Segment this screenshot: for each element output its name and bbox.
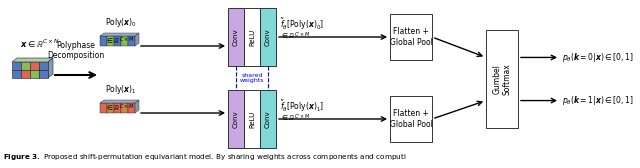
Bar <box>260 90 276 148</box>
Text: Poly$(\boldsymbol{x})_0$: Poly$(\boldsymbol{x})_0$ <box>105 16 137 29</box>
Text: Conv: Conv <box>233 28 239 46</box>
Bar <box>260 8 276 66</box>
Bar <box>30 70 38 77</box>
Bar <box>114 103 120 113</box>
Text: Conv: Conv <box>265 110 271 128</box>
Bar <box>128 36 134 46</box>
Bar <box>12 70 20 77</box>
Text: Conv: Conv <box>265 28 271 46</box>
Polygon shape <box>100 100 139 103</box>
Bar <box>39 62 47 70</box>
Bar <box>12 62 20 70</box>
Bar <box>39 70 47 77</box>
Text: $\boldsymbol{x} \in \mathbb{R}^{C \times N}$: $\boldsymbol{x} \in \mathbb{R}^{C \times… <box>20 38 60 50</box>
Bar <box>390 96 432 142</box>
Bar <box>390 14 432 60</box>
Text: ReLU: ReLU <box>249 110 255 128</box>
Bar <box>21 62 29 70</box>
Bar <box>228 8 244 66</box>
Bar <box>21 70 29 77</box>
Polygon shape <box>48 58 53 78</box>
Bar <box>486 30 518 128</box>
Bar <box>100 103 106 113</box>
Text: shared
weights: shared weights <box>240 73 264 83</box>
Bar <box>244 8 260 66</box>
Polygon shape <box>135 33 139 46</box>
Bar <box>114 36 120 46</box>
Text: $\tilde{f}_\theta[\mathrm{Poly}(\boldsymbol{x})_1]$: $\tilde{f}_\theta[\mathrm{Poly}(\boldsym… <box>280 98 324 114</box>
Bar <box>100 36 106 46</box>
Bar <box>121 103 127 113</box>
Bar <box>30 62 38 70</box>
Text: Flatten +
Global Pool: Flatten + Global Pool <box>390 27 433 47</box>
Text: $\mathbf{Figure\ 3.}$ Proposed shift-permutation equivariant model. By sharing w: $\mathbf{Figure\ 3.}$ Proposed shift-per… <box>3 152 406 162</box>
Text: Poly$(\boldsymbol{x})_1$: Poly$(\boldsymbol{x})_1$ <box>105 83 137 96</box>
Text: $\in \mathbb{R}^{C \times M}$: $\in \mathbb{R}^{C \times M}$ <box>105 103 134 114</box>
Text: $p_\theta(\boldsymbol{k}=1|\boldsymbol{x}) \in [0,1]$: $p_\theta(\boldsymbol{k}=1|\boldsymbol{x… <box>562 94 634 107</box>
Text: $p_\theta(\boldsymbol{k}=0|\boldsymbol{x}) \in [0,1]$: $p_\theta(\boldsymbol{k}=0|\boldsymbol{x… <box>562 51 634 64</box>
Text: $\in \mathbb{R}^{C' \times M}$: $\in \mathbb{R}^{C' \times M}$ <box>280 112 311 123</box>
Bar <box>121 36 127 46</box>
Text: $\tilde{f}_\theta[\mathrm{Poly}(\boldsymbol{x})_0]$: $\tilde{f}_\theta[\mathrm{Poly}(\boldsym… <box>280 16 324 32</box>
Polygon shape <box>135 100 139 113</box>
Text: Flatten +
Global Pool: Flatten + Global Pool <box>390 109 433 129</box>
Text: $\in \mathbb{R}^{C' \times M}$: $\in \mathbb{R}^{C' \times M}$ <box>280 30 311 41</box>
Text: ReLU: ReLU <box>249 28 255 46</box>
Bar <box>228 90 244 148</box>
Text: Conv: Conv <box>233 110 239 128</box>
Bar <box>107 36 113 46</box>
Text: Gumbel
Softmax: Gumbel Softmax <box>492 63 512 95</box>
Bar <box>128 103 134 113</box>
Bar <box>244 90 260 148</box>
Bar <box>107 103 113 113</box>
Polygon shape <box>100 33 139 36</box>
Text: $\in \mathbb{R}^{C \times M}$: $\in \mathbb{R}^{C \times M}$ <box>105 36 134 47</box>
Text: Polyphase
Decomposition: Polyphase Decomposition <box>47 41 104 60</box>
Polygon shape <box>12 58 53 62</box>
